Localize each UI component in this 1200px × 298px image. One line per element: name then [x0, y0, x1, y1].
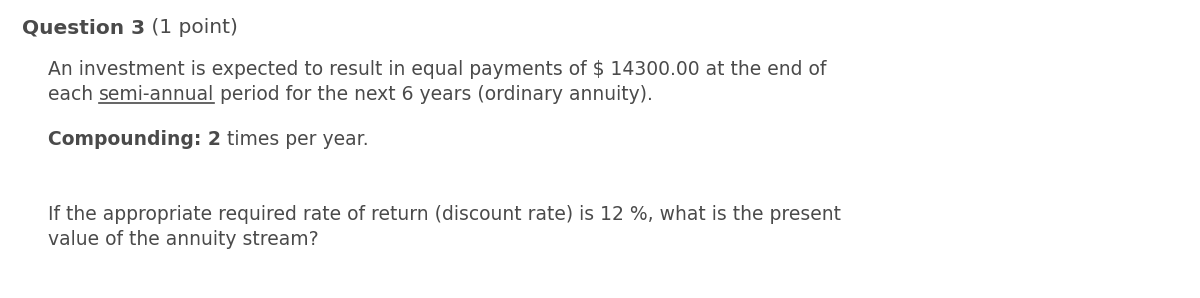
Text: An investment is expected to result in equal payments of $ 14300.00 at the end o: An investment is expected to result in e…	[48, 60, 827, 79]
Text: each: each	[48, 85, 100, 104]
Text: times per year.: times per year.	[221, 130, 368, 149]
Text: Question 3: Question 3	[22, 18, 145, 37]
Text: (1 point): (1 point)	[145, 18, 238, 37]
Text: If the appropriate required rate of return (discount rate) is 12 %, what is the : If the appropriate required rate of retu…	[48, 205, 841, 224]
Text: value of the annuity stream?: value of the annuity stream?	[48, 230, 319, 249]
Text: semi-annual: semi-annual	[100, 85, 215, 104]
Text: period for the next 6 years (ordinary annuity).: period for the next 6 years (ordinary an…	[215, 85, 653, 104]
Text: Compounding: 2: Compounding: 2	[48, 130, 221, 149]
